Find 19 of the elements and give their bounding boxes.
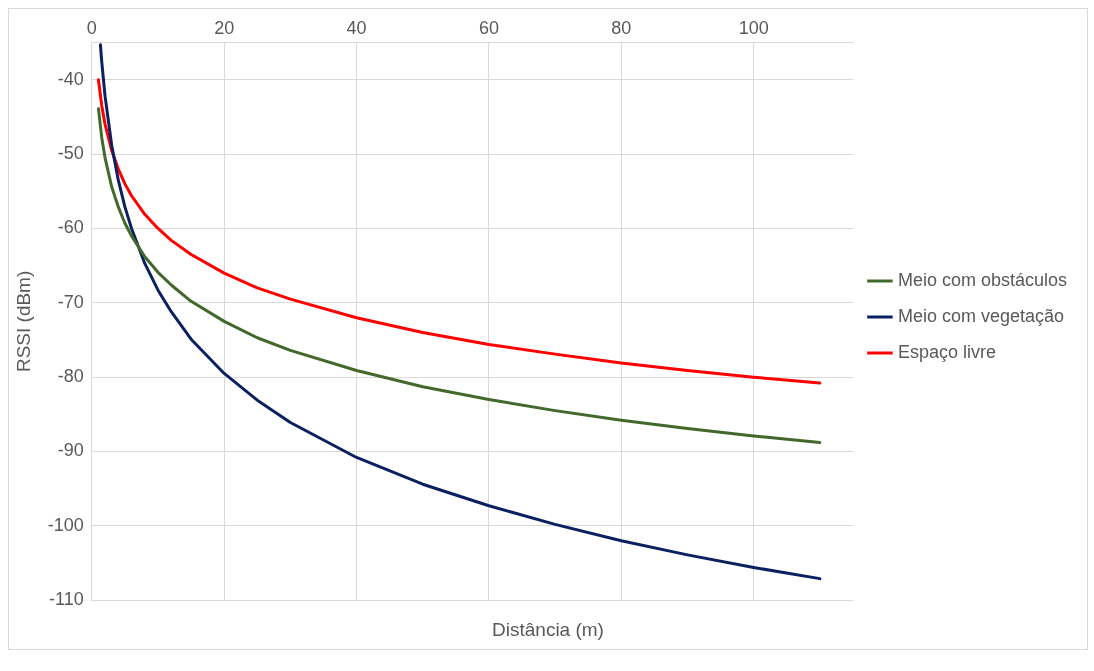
legend-label: Espaço livre	[897, 341, 996, 362]
y-tick-label: -100	[47, 514, 84, 535]
y-tick-label: -80	[57, 366, 84, 387]
y-tick-label: -50	[57, 143, 84, 164]
x-tick-label: 60	[478, 17, 499, 38]
y-tick-label: -110	[49, 589, 84, 610]
x-tick-label: 80	[611, 17, 632, 38]
legend-label: Meio com vegetação	[897, 305, 1065, 326]
x-tick-label: 20	[214, 17, 235, 38]
x-axis-title: Distância (m)	[491, 619, 605, 642]
y-tick-label: -40	[57, 68, 84, 89]
y-tick-label: -90	[57, 440, 84, 461]
y-tick-label: -70	[57, 291, 84, 312]
x-tick-label: 100	[738, 17, 769, 38]
y-axis-title: RSSI (dBm)	[12, 270, 34, 373]
y-tick-label: -60	[57, 217, 84, 238]
x-tick-label: 0	[86, 17, 97, 38]
x-tick-label: 40	[346, 17, 367, 38]
legend-label: Meio com obstáculos	[897, 269, 1067, 290]
